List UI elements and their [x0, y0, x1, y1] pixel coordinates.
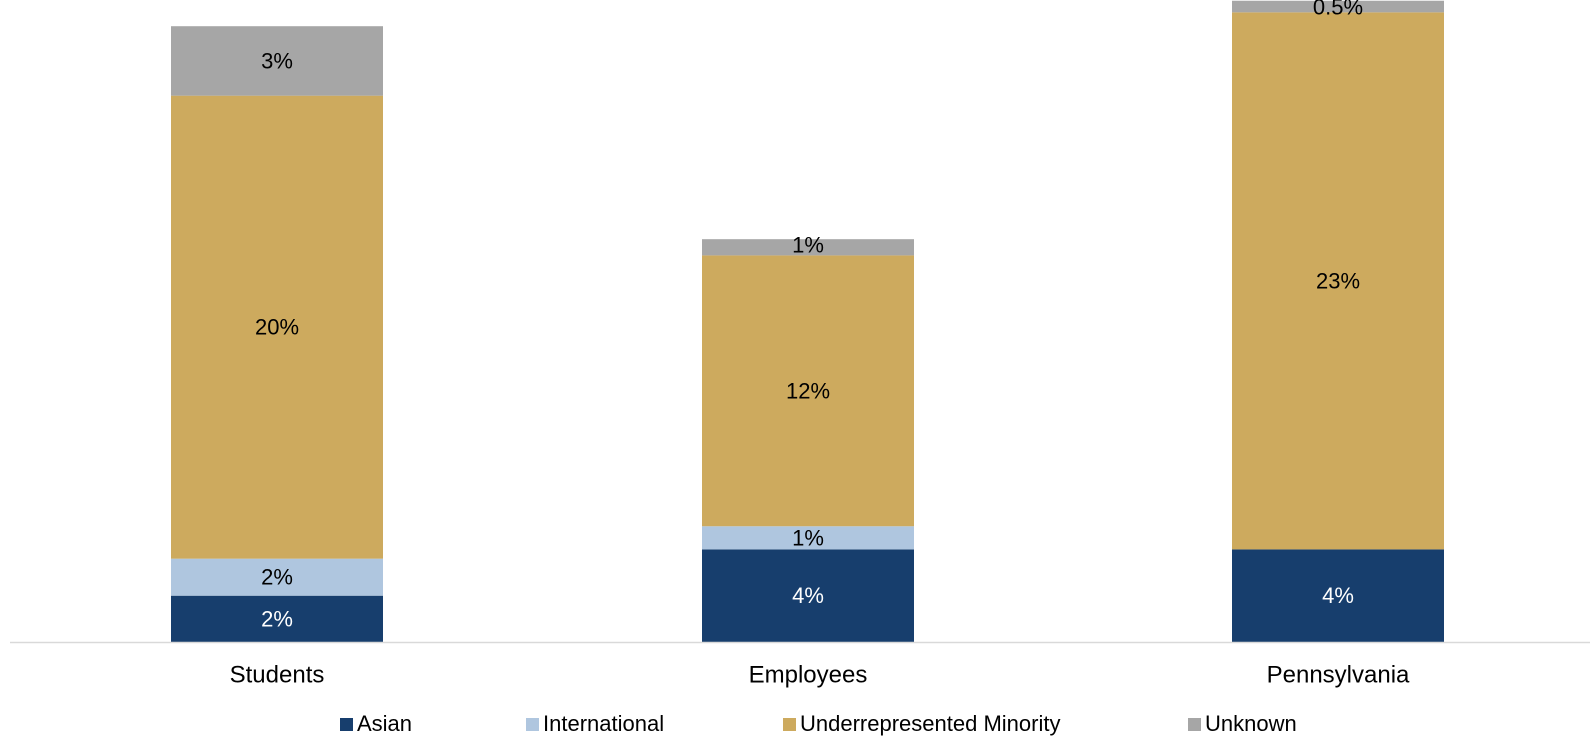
legend-item-unknown: Unknown — [1188, 710, 1297, 738]
bar-segment-pennsylvania-unknown — [1232, 0, 1444, 13]
data-label-pennsylvania-unknown: 0.5% — [1313, 0, 1363, 19]
data-label-employees-unknown: 1% — [792, 233, 824, 258]
category-label-employees: Employees — [749, 662, 868, 689]
legend-swatch-international — [526, 717, 539, 731]
bar-segment-employees-unknown — [702, 239, 914, 256]
bar-segment-students-underrepresented-minority — [171, 95, 383, 559]
legend-label-international: International — [543, 711, 665, 736]
bar-segment-students-unknown — [171, 26, 383, 96]
bar-segment-employees-underrepresented-minority — [702, 255, 914, 527]
stacked-bar-chart: 2% 2% 20% 3% 4% 1% 12% 1% 4% 23% 0.5% Students Empl… — [10, 0, 1590, 689]
bar-segment-pennsylvania-underrepresented-minority — [1232, 12, 1444, 550]
bar-segment-pennsylvania-asian — [1232, 549, 1444, 642]
legend-swatch-underrepresented-minority — [783, 717, 796, 731]
data-label-students-asian: 2% — [261, 606, 293, 631]
bar-segment-employees-asian — [702, 549, 914, 642]
bars-layer — [171, 0, 1444, 642]
data-label-students-unknown: 3% — [261, 48, 293, 73]
bar-segment-students-asian — [171, 595, 383, 642]
data-label-pennsylvania-underrepresented-minority: 23% — [1316, 268, 1360, 293]
data-label-pennsylvania-asian: 4% — [1322, 583, 1354, 608]
legend-swatch-asian — [340, 717, 353, 731]
legend-label-underrepresented-minority: Underrepresented Minority — [800, 711, 1061, 736]
legend-swatch-unknown — [1188, 717, 1201, 731]
data-labels-layer: 2% 2% 20% 3% 4% 1% 12% 1% 4% 23% 0.5% — [255, 0, 1363, 631]
category-label-pennsylvania: Pennsylvania — [1267, 662, 1410, 689]
bar-segment-students-international — [171, 558, 383, 596]
legend: Asian International Underrepresented Min… — [0, 710, 1590, 740]
data-label-employees-underrepresented-minority: 12% — [786, 378, 830, 403]
legend-label-unknown: Unknown — [1205, 711, 1297, 736]
legend-label-asian: Asian — [357, 711, 413, 736]
data-label-students-international: 2% — [261, 565, 293, 590]
legend-item-international: International — [526, 710, 664, 738]
legend-item-underrepresented-minority: Underrepresented Minority — [783, 710, 1060, 738]
bar-segment-employees-international — [702, 526, 914, 550]
category-label-students: Students — [230, 662, 325, 689]
category-labels-layer: Students Employees Pennsylvania — [230, 662, 1410, 689]
data-label-employees-asian: 4% — [792, 583, 824, 608]
data-label-students-underrepresented-minority: 20% — [255, 315, 299, 340]
legend-item-asian: Asian — [340, 710, 412, 738]
data-label-employees-international: 1% — [792, 525, 824, 550]
